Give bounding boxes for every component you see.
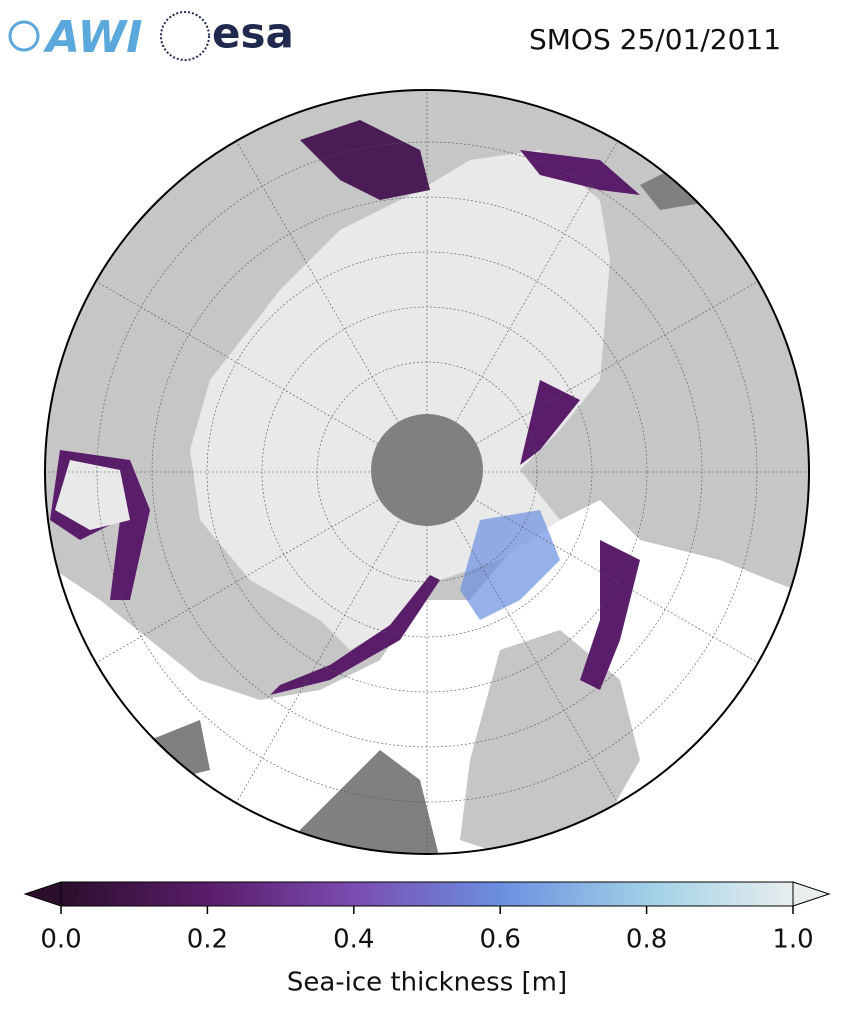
colorbar (23, 881, 831, 907)
colorbar-tick-label: 0.2 (187, 925, 228, 955)
awi-logo-text: AWI (43, 12, 143, 63)
colorbar-tick-label: 0.6 (480, 925, 521, 955)
colorbar-label: Sea-ice thickness [m] (287, 968, 567, 998)
colorbar-tick-label: 0.4 (333, 925, 374, 955)
awi-logo: AWI (8, 12, 143, 63)
map-title: SMOS 25/01/2011 (529, 23, 781, 56)
colorbar-tick-label: 0.0 (40, 925, 81, 955)
graticule (45, 90, 809, 854)
esa-logo: esa (160, 9, 294, 61)
esa-logo-text: esa (212, 9, 294, 58)
colorbar-tick-label: 1.0 (772, 925, 813, 955)
colorbar-tick-label: 0.8 (626, 925, 667, 955)
map-border (44, 89, 810, 855)
map (45, 90, 809, 854)
